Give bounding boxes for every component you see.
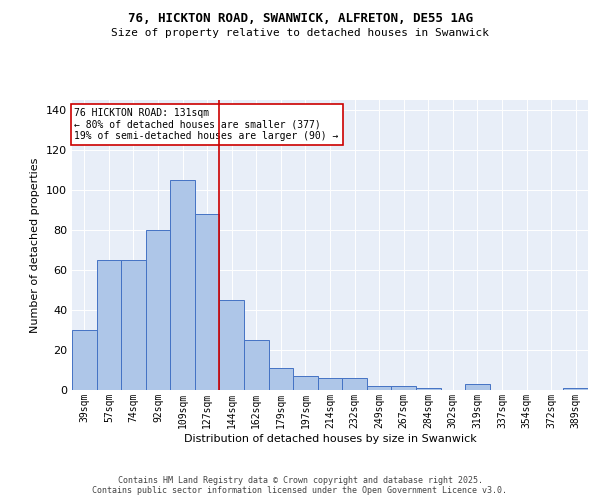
Bar	[195, 214, 220, 390]
Bar	[146, 230, 170, 390]
Bar	[367, 386, 391, 390]
Bar	[121, 260, 146, 390]
Bar	[416, 388, 440, 390]
Text: 76 HICKTON ROAD: 131sqm
← 80% of detached houses are smaller (377)
19% of semi-d: 76 HICKTON ROAD: 131sqm ← 80% of detache…	[74, 108, 339, 141]
Bar	[318, 378, 342, 390]
Bar	[563, 388, 588, 390]
Bar	[269, 368, 293, 390]
Bar	[170, 180, 195, 390]
Bar	[465, 384, 490, 390]
Bar	[244, 340, 269, 390]
Bar	[220, 300, 244, 390]
Bar	[391, 386, 416, 390]
Bar	[72, 330, 97, 390]
Y-axis label: Number of detached properties: Number of detached properties	[31, 158, 40, 332]
X-axis label: Distribution of detached houses by size in Swanwick: Distribution of detached houses by size …	[184, 434, 476, 444]
Bar	[97, 260, 121, 390]
Bar	[293, 376, 318, 390]
Text: Contains HM Land Registry data © Crown copyright and database right 2025.
Contai: Contains HM Land Registry data © Crown c…	[92, 476, 508, 495]
Text: Size of property relative to detached houses in Swanwick: Size of property relative to detached ho…	[111, 28, 489, 38]
Bar	[342, 378, 367, 390]
Text: 76, HICKTON ROAD, SWANWICK, ALFRETON, DE55 1AG: 76, HICKTON ROAD, SWANWICK, ALFRETON, DE…	[128, 12, 473, 26]
